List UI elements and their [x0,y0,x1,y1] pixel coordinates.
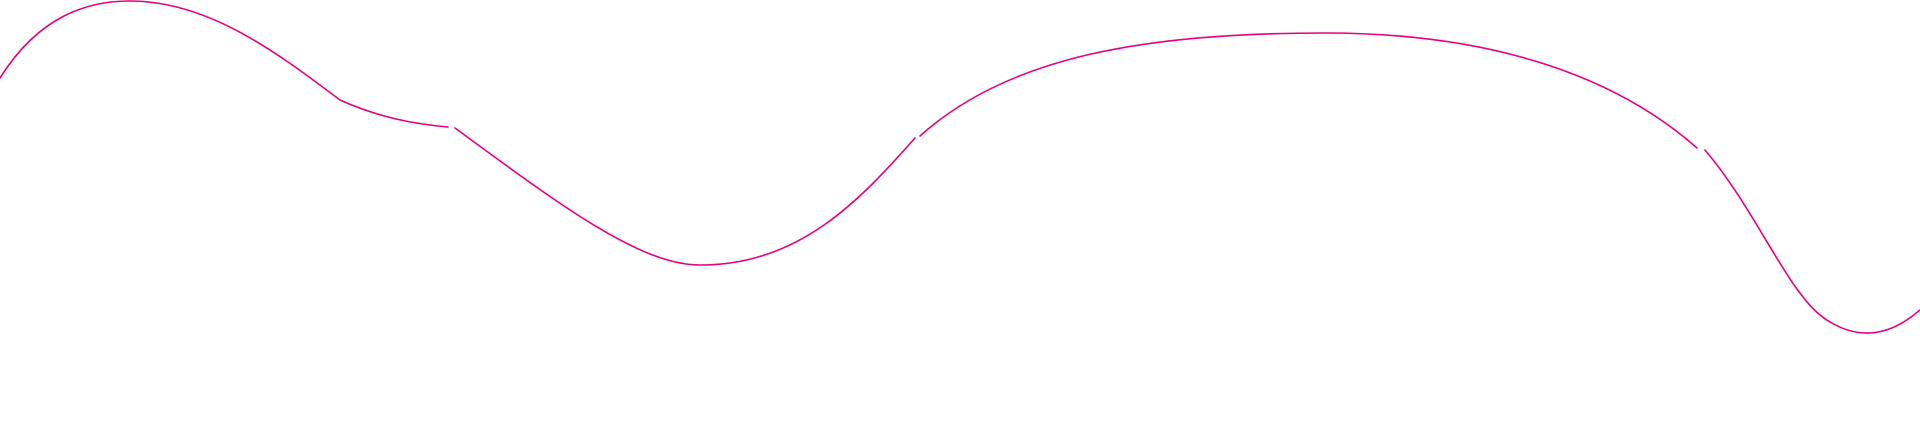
wave-segment [454,127,916,266]
wave-segment [919,32,1698,149]
wave-segment [1704,149,1920,334]
wave-segment [0,0,449,128]
